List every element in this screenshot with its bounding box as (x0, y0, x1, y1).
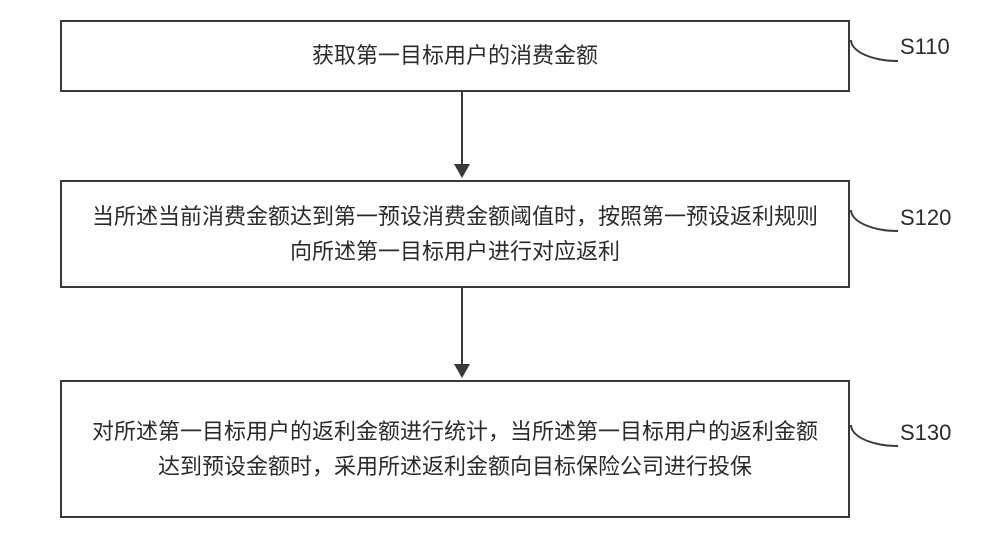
flow-node-text: 当所述当前消费金额达到第一预设消费金额阈值时，按照第一预设返利规则向所述第一目标… (82, 199, 828, 269)
label-connector-curve (850, 40, 898, 62)
arrow-head-icon (454, 164, 470, 178)
arrow-n2-n3 (454, 288, 470, 378)
flow-node-n1: 获取第一目标用户的消费金额 (60, 20, 850, 92)
step-label-n3: S130 (900, 420, 951, 446)
arrow-shaft (461, 288, 463, 364)
label-connector-curve (850, 425, 898, 447)
label-connector-curve (850, 210, 898, 232)
arrow-shaft (461, 92, 463, 164)
flow-node-n3: 对所述第一目标用户的返利金额进行统计，当所述第一目标用户的返利金额达到预设金额时… (60, 380, 850, 518)
flow-node-text: 对所述第一目标用户的返利金额进行统计，当所述第一目标用户的返利金额达到预设金额时… (82, 414, 828, 484)
flow-node-text: 获取第一目标用户的消费金额 (312, 38, 598, 73)
flow-node-n2: 当所述当前消费金额达到第一预设消费金额阈值时，按照第一预设返利规则向所述第一目标… (60, 180, 850, 288)
step-label-n2: S120 (900, 205, 951, 231)
arrow-head-icon (454, 364, 470, 378)
step-label-n1: S110 (900, 34, 950, 60)
flowchart-canvas: 获取第一目标用户的消费金额 S110 当所述当前消费金额达到第一预设消费金额阈值时，… (0, 0, 1000, 540)
arrow-n1-n2 (454, 92, 470, 178)
